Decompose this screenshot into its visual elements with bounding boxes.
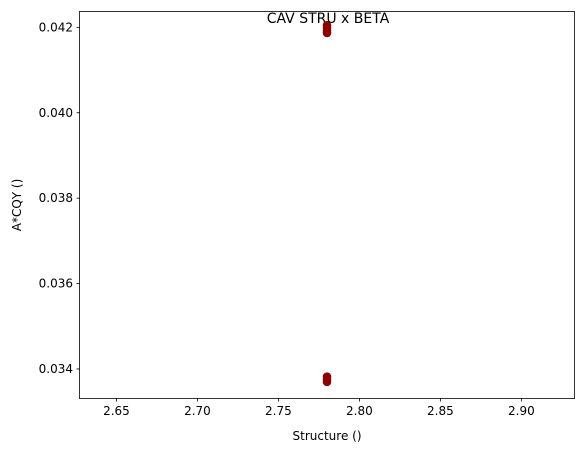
plot-area-frame xyxy=(79,11,575,399)
data-point xyxy=(322,377,332,387)
y-tick-label: 0.034 xyxy=(39,362,73,376)
chart-title: CAV STRU x BETA xyxy=(267,11,390,27)
x-tick-label: 2.85 xyxy=(427,404,454,418)
y-axis-ticks: 0.034 0.036 0.038 0.040 0.042 xyxy=(39,20,80,376)
x-tick-label: 2.70 xyxy=(184,404,211,418)
y-tick-label: 0.036 xyxy=(39,277,73,291)
y-tick-label: 0.040 xyxy=(39,106,73,120)
x-axis-ticks: 2.65 2.70 2.75 2.80 2.85 2.90 xyxy=(103,398,535,418)
x-tick-label: 2.80 xyxy=(346,404,373,418)
x-tick-label: 2.65 xyxy=(103,404,130,418)
points-layer xyxy=(322,20,332,387)
data-point xyxy=(322,28,332,38)
y-tick-label: 0.038 xyxy=(39,191,73,205)
x-tick-label: 2.75 xyxy=(265,404,292,418)
y-tick-label: 0.042 xyxy=(39,20,73,34)
x-axis-label: Structure () xyxy=(293,429,362,443)
x-tick-label: 2.90 xyxy=(508,404,535,418)
y-axis-label: A*CQY () xyxy=(10,179,24,232)
